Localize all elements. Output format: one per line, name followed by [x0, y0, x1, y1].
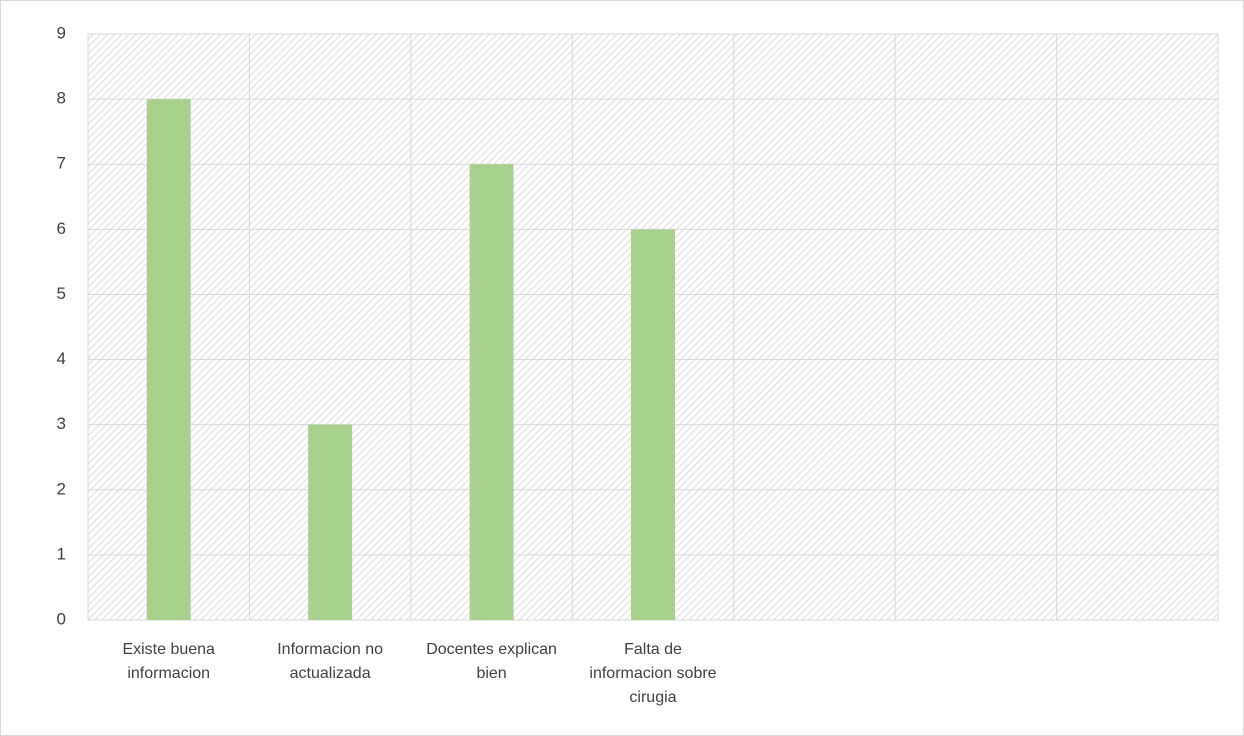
y-tick-label: 4	[57, 349, 66, 368]
bar	[469, 164, 514, 620]
x-tick-label-box: Existe buena informacion	[122, 641, 215, 682]
y-tick-label: 2	[57, 479, 66, 498]
y-tick-label: 5	[57, 284, 66, 303]
y-tick-label: 0	[57, 609, 66, 628]
bar	[308, 424, 353, 620]
bar	[631, 229, 675, 621]
y-tick-label: 9	[57, 23, 66, 42]
y-tick-label: 8	[57, 89, 66, 108]
x-tick-label: Informacion no actualizada	[277, 641, 384, 682]
x-tick-label: Existe buena informacion	[122, 641, 215, 682]
x-tick-label: Docentes explican bien	[426, 641, 557, 682]
y-tick-label: 6	[57, 219, 66, 238]
x-tick-label-box: Informacion no actualizada	[277, 641, 384, 682]
y-tick-label: 7	[57, 154, 66, 173]
y-tick-label: 1	[57, 544, 66, 563]
x-tick-label-box: Docentes explican bien	[426, 641, 557, 682]
y-tick-label: 3	[57, 414, 66, 433]
x-tick-label: Falta de informacion sobre cirugia	[589, 641, 717, 706]
x-tick-label-box: Falta de informacion sobre cirugia	[589, 641, 717, 706]
bar	[146, 99, 191, 621]
